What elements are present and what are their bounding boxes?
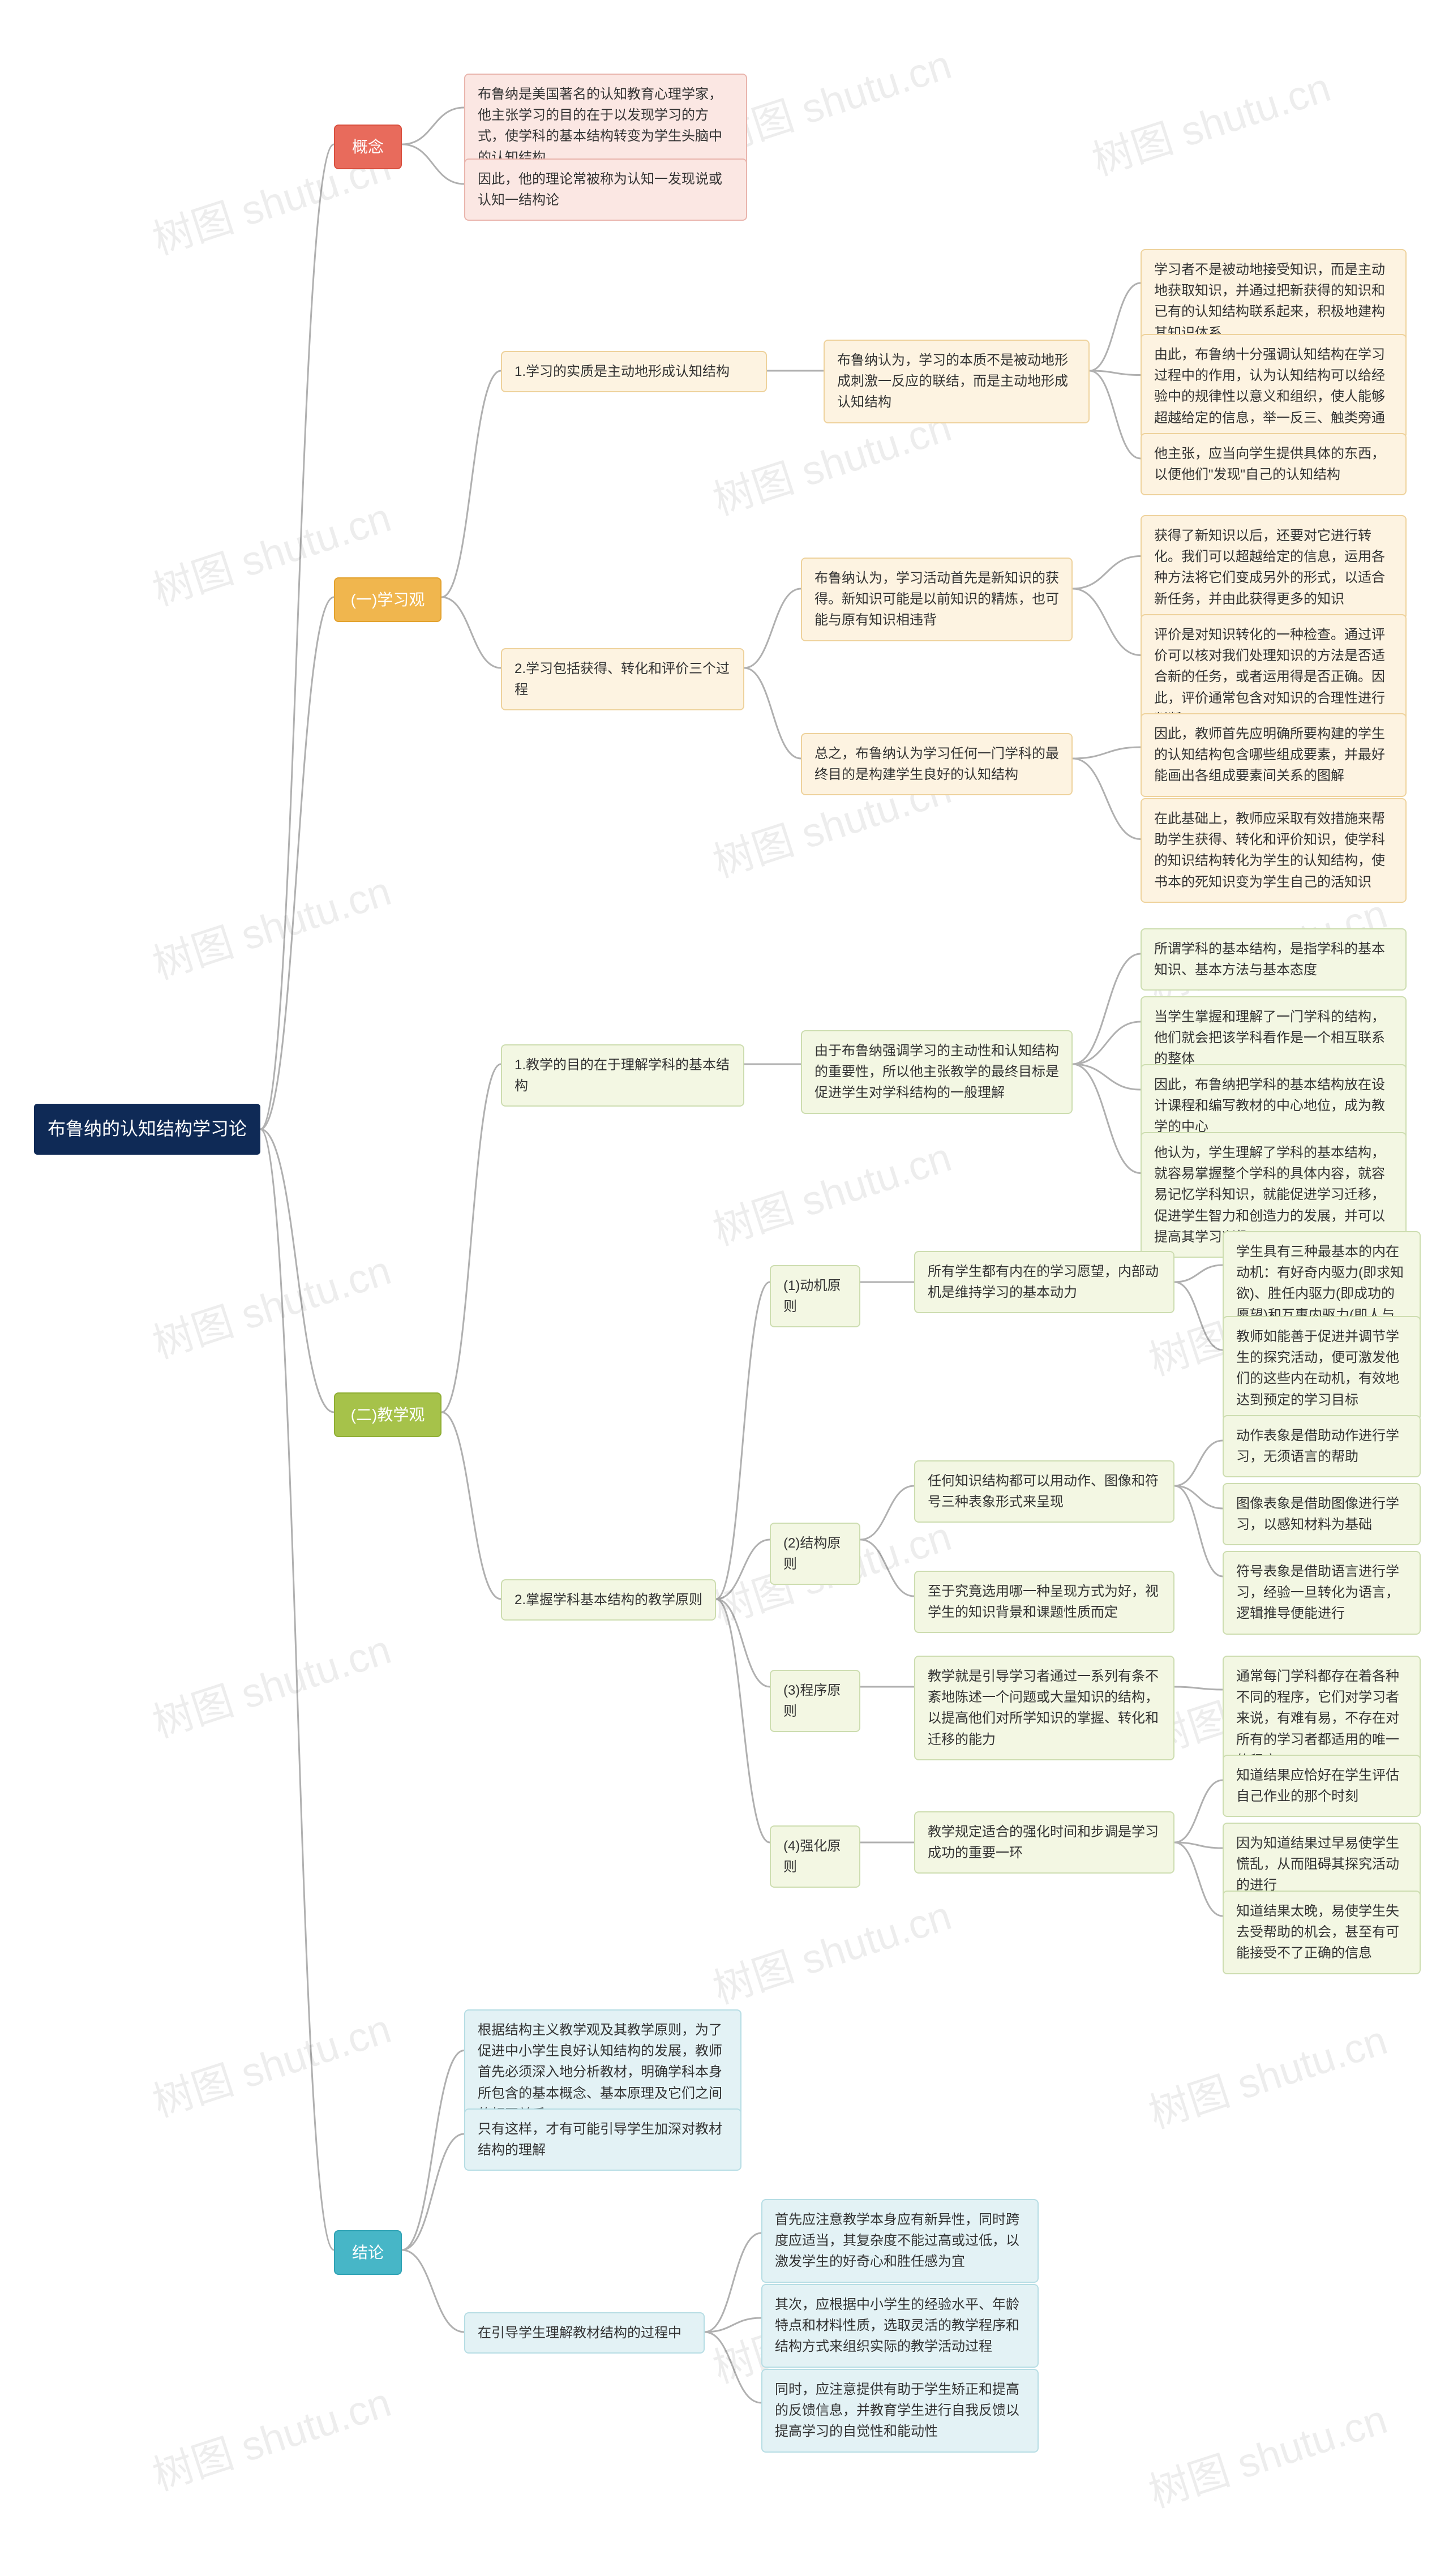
node-lA1: 布鲁纳认为，学习的本质不是被动地形成刺激一反应的联结，而是主动地形成认知结构 — [824, 340, 1090, 423]
node-lB1: 布鲁纳认为，学习活动首先是新知识的获得。新知识可能是以前知识的精炼，也可能与原有… — [801, 558, 1073, 641]
node-lA1b: 由此，布鲁纳十分强调认知结构在学习过程中的作用，认为认知结构可以给经验中的规律性… — [1141, 334, 1407, 439]
watermark: 树图 shutu.cn — [1140, 2386, 1393, 2519]
node-lB2: 总之，布鲁纳认为学习任何一门学科的最终目的是构建学生良好的认知结构 — [801, 733, 1073, 795]
watermark: 树图 shutu.cn — [1083, 54, 1336, 187]
node-tB4a1: 知道结果应恰好在学生评估自己作业的那个时刻 — [1223, 1755, 1421, 1817]
node-k3b: 其次，应根据中小学生的经验水平、年龄特点和材料性质，选取灵活的教学程序和结构方式… — [761, 2284, 1039, 2368]
node-tB2b: 至于究竟选用哪一种呈现方式为好，视学生的知识背景和课题性质而定 — [914, 1571, 1174, 1633]
node-tB: 2.掌握学科基本结构的教学原则 — [501, 1579, 716, 1621]
watermark: 树图 shutu.cn — [144, 1237, 397, 1370]
node-tB4: (4)强化原则 — [770, 1825, 860, 1888]
node-tB4a: 教学规定适合的强化时间和步调是学习成功的重要一环 — [914, 1811, 1174, 1874]
node-l1-concept: 概念 — [334, 125, 402, 169]
node-tB4a3: 知道结果太晚，易使学生失去受帮助的机会，甚至有可能接受不了正确的信息 — [1223, 1891, 1421, 1974]
node-tA1: 由于布鲁纳强调学习的主动性和认知结构的重要性，所以他主张教学的最终目标是促进学生… — [801, 1030, 1073, 1114]
node-l1-teach: (二)教学观 — [334, 1392, 441, 1437]
node-lB2b: 在此基础上，教师应采取有效措施来帮助学生获得、转化和评价知识，使学科的知识结构转… — [1141, 798, 1407, 903]
node-tB2a1: 动作表象是借助动作进行学习，无须语言的帮助 — [1223, 1415, 1421, 1477]
node-lB: 2.学习包括获得、转化和评价三个过程 — [501, 648, 744, 710]
watermark: 树图 shutu.cn — [144, 1995, 397, 2128]
watermark: 树图 shutu.cn — [144, 2369, 397, 2502]
watermark: 树图 shutu.cn — [144, 1616, 397, 1749]
node-lA: 1.学习的实质是主动地形成认知结构 — [501, 351, 767, 392]
node-k3c: 同时，应注意提供有助于学生矫正和提高的反馈信息，并教育学生进行自我反馈以提高学习… — [761, 2369, 1039, 2453]
watermark: 树图 shutu.cn — [144, 858, 397, 991]
node-k3a: 首先应注意教学本身应有新异性，同时跨度应适当，其复杂度不能过高或过低，以激发学生… — [761, 2199, 1039, 2283]
node-tA1a: 所谓学科的基本结构，是指学科的基本知识、基本方法与基本态度 — [1141, 928, 1407, 991]
node-tB2a3: 符号表象是借助语言进行学习，经验一旦转化为语言，逻辑推导便能进行 — [1223, 1551, 1421, 1635]
node-c2: 因此，他的理论常被称为认知一发现说或认知一结构论 — [464, 158, 747, 221]
node-tA: 1.教学的目的在于理解学科的基本结构 — [501, 1044, 744, 1107]
watermark: 树图 shutu.cn — [1140, 2007, 1393, 2140]
node-tB1a: 所有学生都有内在的学习愿望，内部动机是维持学习的基本动力 — [914, 1251, 1174, 1313]
node-l1-concl: 结论 — [334, 2230, 402, 2275]
node-lB1a: 获得了新知识以后，还要对它进行转化。我们可以超越给定的信息，运用各种方法将它们变… — [1141, 515, 1407, 620]
node-tB1: (1)动机原则 — [770, 1265, 860, 1327]
node-tB2a2: 图像表象是借助图像进行学习，以感知材料为基础 — [1223, 1483, 1421, 1545]
node-k2: 只有这样，才有可能引导学生加深对教材结构的理解 — [464, 2108, 741, 2171]
node-tB2: (2)结构原则 — [770, 1523, 860, 1585]
watermark: 树图 shutu.cn — [704, 1882, 957, 2015]
node-tB3: (3)程序原则 — [770, 1670, 860, 1732]
node-l1-learn: (一)学习观 — [334, 577, 441, 622]
node-root: 布鲁纳的认知结构学习论 — [34, 1104, 260, 1155]
mindmap-canvas: 树图 shutu.cn 树图 shutu.cn 树图 shutu.cn 树图 shut… — [0, 0, 1449, 2576]
node-lA1c: 他主张，应当向学生提供具体的东西，以便他们"发现"自己的认知结构 — [1141, 433, 1407, 495]
watermark: 树图 shutu.cn — [704, 1124, 957, 1257]
node-lB2a: 因此，教师首先应明确所要构建的学生的认知结构包含哪些组成要素，并最好能画出各组成… — [1141, 713, 1407, 797]
node-tB2a: 任何知识结构都可以用动作、图像和符号三种表象形式来呈现 — [914, 1460, 1174, 1523]
node-k3: 在引导学生理解教材结构的过程中 — [464, 2312, 705, 2354]
node-tB1a2: 教师如能善于促进并调节学生的探究活动，便可激发他们的这些内在动机，有效地达到预定… — [1223, 1316, 1421, 1421]
node-tB3a: 教学就是引导学习者通过一系列有条不紊地陈述一个问题或大量知识的结构，以提高他们对… — [914, 1656, 1174, 1760]
